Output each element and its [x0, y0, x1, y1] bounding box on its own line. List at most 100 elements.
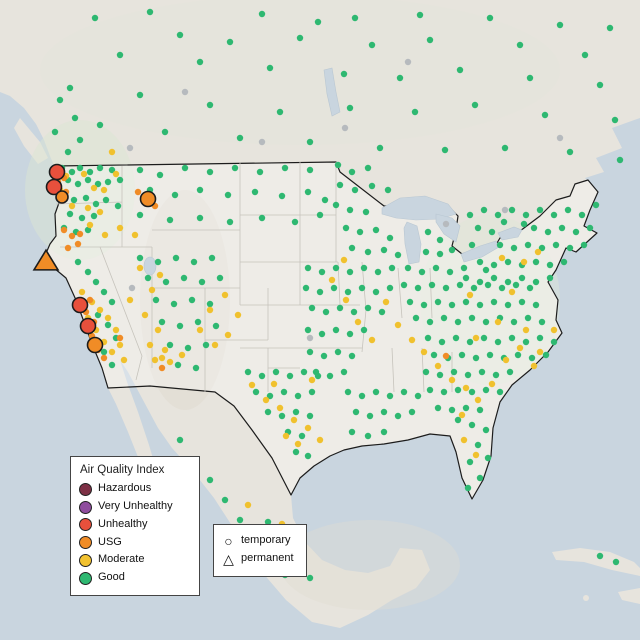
aqi-dot-moderate[interactable]	[536, 348, 544, 356]
aqi-large-circle-usg[interactable]	[86, 336, 104, 354]
aqi-dot-good[interactable]	[296, 34, 304, 42]
aqi-dot-good[interactable]	[96, 121, 104, 129]
aqi-dot-nodata[interactable]	[341, 124, 349, 132]
aqi-dot-good[interactable]	[386, 284, 394, 292]
aqi-dot-moderate[interactable]	[498, 254, 506, 262]
aqi-dot-good[interactable]	[276, 108, 284, 116]
aqi-dot-good[interactable]	[281, 164, 289, 172]
aqi-dot-good[interactable]	[504, 278, 512, 286]
aqi-dot-good[interactable]	[616, 156, 624, 164]
aqi-dot-good[interactable]	[314, 372, 322, 380]
aqi-dot-good[interactable]	[358, 392, 366, 400]
aqi-dot-good[interactable]	[364, 164, 372, 172]
aqi-dot-good[interactable]	[278, 192, 286, 200]
aqi-dot-usg[interactable]	[74, 240, 82, 248]
aqi-dot-good[interactable]	[102, 196, 110, 204]
aqi-dot-moderate[interactable]	[328, 276, 336, 284]
aqi-dot-good[interactable]	[86, 168, 94, 176]
aqi-dot-good[interactable]	[516, 41, 524, 49]
aqi-dot-good[interactable]	[236, 516, 244, 524]
aqi-dot-good[interactable]	[332, 326, 340, 334]
aqi-dot-good[interactable]	[322, 308, 330, 316]
aqi-dot-moderate[interactable]	[211, 341, 219, 349]
aqi-dot-moderate[interactable]	[158, 354, 166, 362]
aqi-dot-good[interactable]	[256, 168, 264, 176]
aqi-dot-good[interactable]	[212, 322, 220, 330]
aqi-dot-good[interactable]	[578, 211, 586, 219]
aqi-dot-moderate[interactable]	[494, 318, 502, 326]
aqi-dot-moderate[interactable]	[100, 186, 108, 194]
aqi-dot-usg[interactable]	[442, 352, 450, 360]
aqi-dot-good[interactable]	[606, 24, 614, 32]
aqi-dot-good[interactable]	[368, 182, 376, 190]
aqi-dot-good[interactable]	[188, 296, 196, 304]
aqi-dot-nodata[interactable]	[128, 284, 136, 292]
aqi-dot-good[interactable]	[470, 284, 478, 292]
aqi-dot-good[interactable]	[566, 244, 574, 252]
aqi-dot-good[interactable]	[342, 224, 350, 232]
aqi-dot-good[interactable]	[456, 281, 464, 289]
aqi-dot-good[interactable]	[508, 334, 516, 342]
aqi-dot-good[interactable]	[440, 314, 448, 322]
aqi-dot-moderate[interactable]	[146, 341, 154, 349]
aqi-dot-good[interactable]	[272, 368, 280, 376]
aqi-dot-moderate[interactable]	[408, 336, 416, 344]
aqi-dot-good[interactable]	[532, 278, 540, 286]
aqi-dot-good[interactable]	[116, 176, 124, 184]
aqi-dot-moderate[interactable]	[420, 348, 428, 356]
aqi-dot-good[interactable]	[330, 284, 338, 292]
aqi-dot-good[interactable]	[474, 441, 482, 449]
aqi-dot-good[interactable]	[196, 186, 204, 194]
aqi-dot-good[interactable]	[564, 206, 572, 214]
aqi-dot-good[interactable]	[484, 281, 492, 289]
aqi-dot-good[interactable]	[318, 268, 326, 276]
aqi-dot-good[interactable]	[546, 261, 554, 269]
aqi-dot-good[interactable]	[334, 348, 342, 356]
aqi-dot-good[interactable]	[482, 318, 490, 326]
aqi-dot-good[interactable]	[360, 326, 368, 334]
aqi-dot-good[interactable]	[376, 144, 384, 152]
aqi-dot-good[interactable]	[378, 308, 386, 316]
aqi-dot-good[interactable]	[176, 31, 184, 39]
aqi-dot-good[interactable]	[466, 458, 474, 466]
aqi-dot-good[interactable]	[190, 258, 198, 266]
aqi-dot-good[interactable]	[472, 354, 480, 362]
aqi-dot-good[interactable]	[426, 386, 434, 394]
aqi-dot-good[interactable]	[488, 228, 496, 236]
aqi-dot-good[interactable]	[304, 264, 312, 272]
aqi-dot-good[interactable]	[558, 224, 566, 232]
aqi-dot-good[interactable]	[484, 454, 492, 462]
aqi-dot-good[interactable]	[291, 218, 299, 226]
aqi-dot-moderate[interactable]	[96, 208, 104, 216]
aqi-dot-good[interactable]	[422, 368, 430, 376]
aqi-dot-good[interactable]	[84, 226, 92, 234]
aqi-dot-good[interactable]	[366, 412, 374, 420]
aqi-dot-good[interactable]	[476, 406, 484, 414]
aqi-dot-good[interactable]	[56, 96, 64, 104]
aqi-dot-usg[interactable]	[158, 364, 166, 372]
aqi-dot-good[interactable]	[530, 224, 538, 232]
aqi-dot-good[interactable]	[436, 236, 444, 244]
aqi-dot-good[interactable]	[424, 334, 432, 342]
aqi-dot-good[interactable]	[154, 258, 162, 266]
aqi-dot-good[interactable]	[428, 281, 436, 289]
aqi-dot-moderate[interactable]	[458, 411, 466, 419]
aqi-dot-good[interactable]	[264, 518, 272, 526]
aqi-dot-good[interactable]	[100, 288, 108, 296]
aqi-dot-good[interactable]	[476, 474, 484, 482]
aqi-dot-good[interactable]	[492, 371, 500, 379]
aqi-dot-good[interactable]	[518, 298, 526, 306]
aqi-dot-good[interactable]	[580, 241, 588, 249]
aqi-dot-good[interactable]	[94, 180, 102, 188]
aqi-dot-moderate[interactable]	[460, 436, 468, 444]
aqi-dot-good[interactable]	[374, 268, 382, 276]
aqi-dot-nodata[interactable]	[442, 220, 450, 228]
aqi-dot-good[interactable]	[432, 264, 440, 272]
aqi-dot-good[interactable]	[406, 298, 414, 306]
aqi-dot-good[interactable]	[221, 496, 229, 504]
aqi-dot-good[interactable]	[108, 166, 116, 174]
aqi-dot-good[interactable]	[508, 206, 516, 214]
aqi-dot-usg[interactable]	[134, 188, 142, 196]
aqi-dot-good[interactable]	[501, 144, 509, 152]
aqi-dot-moderate[interactable]	[96, 306, 104, 314]
